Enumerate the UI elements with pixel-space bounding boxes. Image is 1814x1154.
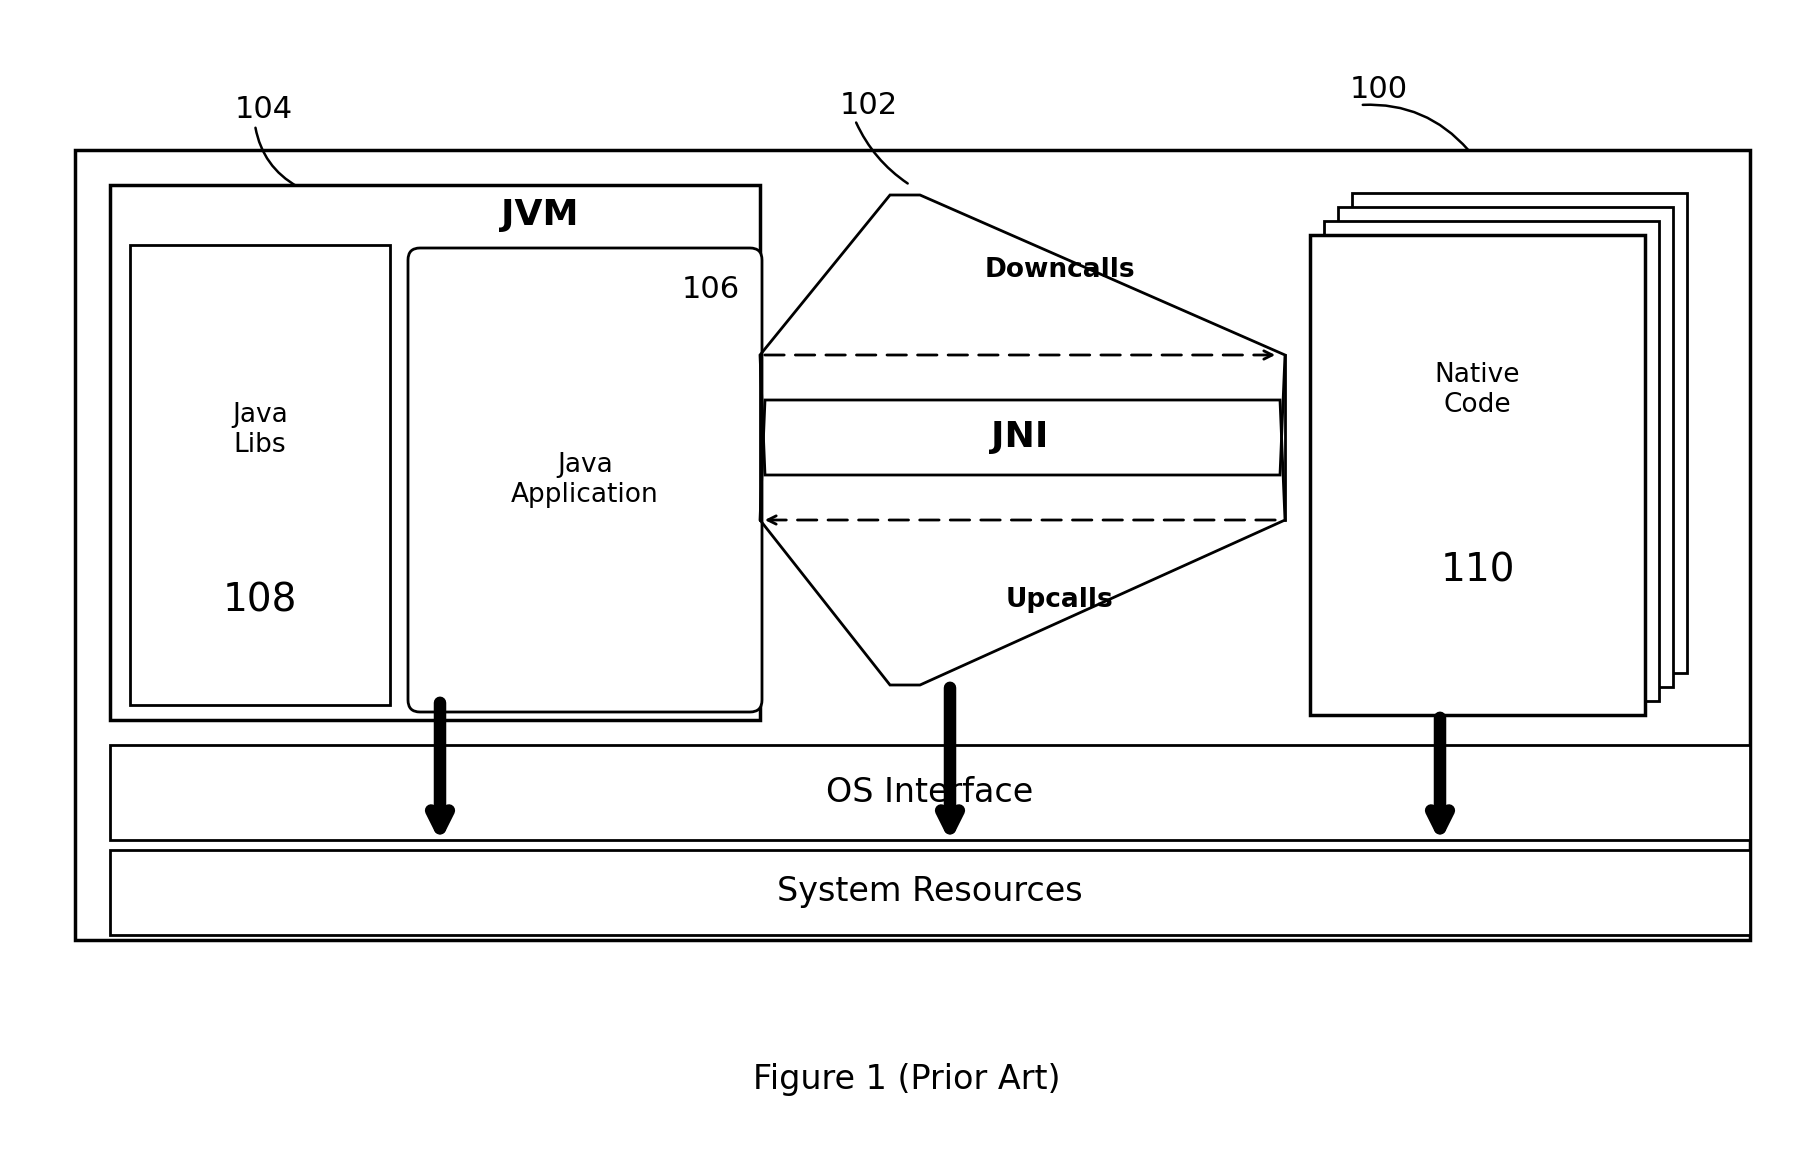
- Bar: [1310, 235, 1645, 715]
- Bar: [1324, 222, 1660, 700]
- Text: JVM: JVM: [501, 198, 579, 232]
- Text: JNI: JNI: [990, 420, 1048, 455]
- Text: Figure 1 (Prior Art): Figure 1 (Prior Art): [753, 1064, 1061, 1096]
- Text: System Resources: System Resources: [776, 876, 1083, 908]
- Text: 104: 104: [236, 96, 294, 125]
- Text: Upcalls: Upcalls: [1007, 587, 1114, 613]
- Bar: [111, 185, 760, 720]
- Bar: [1351, 193, 1687, 673]
- Bar: [74, 150, 1751, 941]
- FancyArrowPatch shape: [856, 122, 907, 183]
- Bar: [131, 245, 390, 705]
- Bar: [1339, 207, 1673, 687]
- FancyArrowPatch shape: [256, 128, 297, 187]
- Text: OS Interface: OS Interface: [827, 775, 1034, 809]
- Text: 102: 102: [840, 90, 898, 120]
- FancyBboxPatch shape: [408, 248, 762, 712]
- FancyArrowPatch shape: [1362, 105, 1468, 150]
- Text: 100: 100: [1350, 75, 1408, 105]
- Bar: [111, 745, 1751, 840]
- Text: Downcalls: Downcalls: [985, 257, 1136, 283]
- Text: 106: 106: [682, 276, 740, 305]
- Text: Native
Code: Native Code: [1435, 362, 1520, 418]
- Text: Java
Libs: Java Libs: [232, 402, 288, 458]
- Text: 110: 110: [1440, 550, 1515, 589]
- Text: 108: 108: [223, 580, 297, 619]
- Text: Java
Application: Java Application: [512, 452, 658, 508]
- Bar: [111, 850, 1751, 935]
